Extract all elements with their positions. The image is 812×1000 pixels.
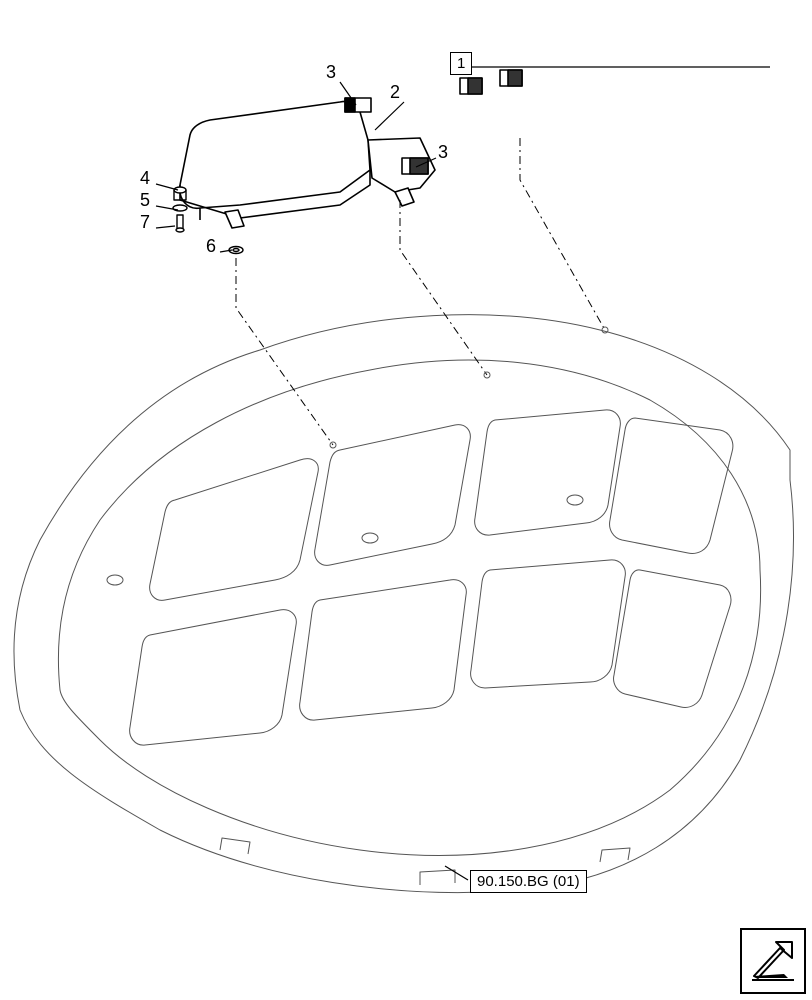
visor-assembly xyxy=(0,0,812,1000)
diagram-canvas: 1 3 2 3 4 5 7 6 90.150.BG (01) xyxy=(0,0,812,1000)
callout-3b: 3 xyxy=(438,142,448,163)
arrow-icon xyxy=(742,930,804,992)
callout-3a: 3 xyxy=(326,62,336,83)
callout-4: 4 xyxy=(140,168,150,189)
reference-box: 90.150.BG (01) xyxy=(470,870,587,893)
reference-label: 90.150.BG (01) xyxy=(477,873,580,890)
callout-7: 7 xyxy=(140,212,150,233)
callout-2: 2 xyxy=(390,82,400,103)
callout-5: 5 xyxy=(140,190,150,211)
corner-nav-icon[interactable] xyxy=(740,928,806,994)
callout-1-label: 1 xyxy=(457,55,465,72)
callout-1-box: 1 xyxy=(450,52,472,75)
callout-6: 6 xyxy=(206,236,216,257)
